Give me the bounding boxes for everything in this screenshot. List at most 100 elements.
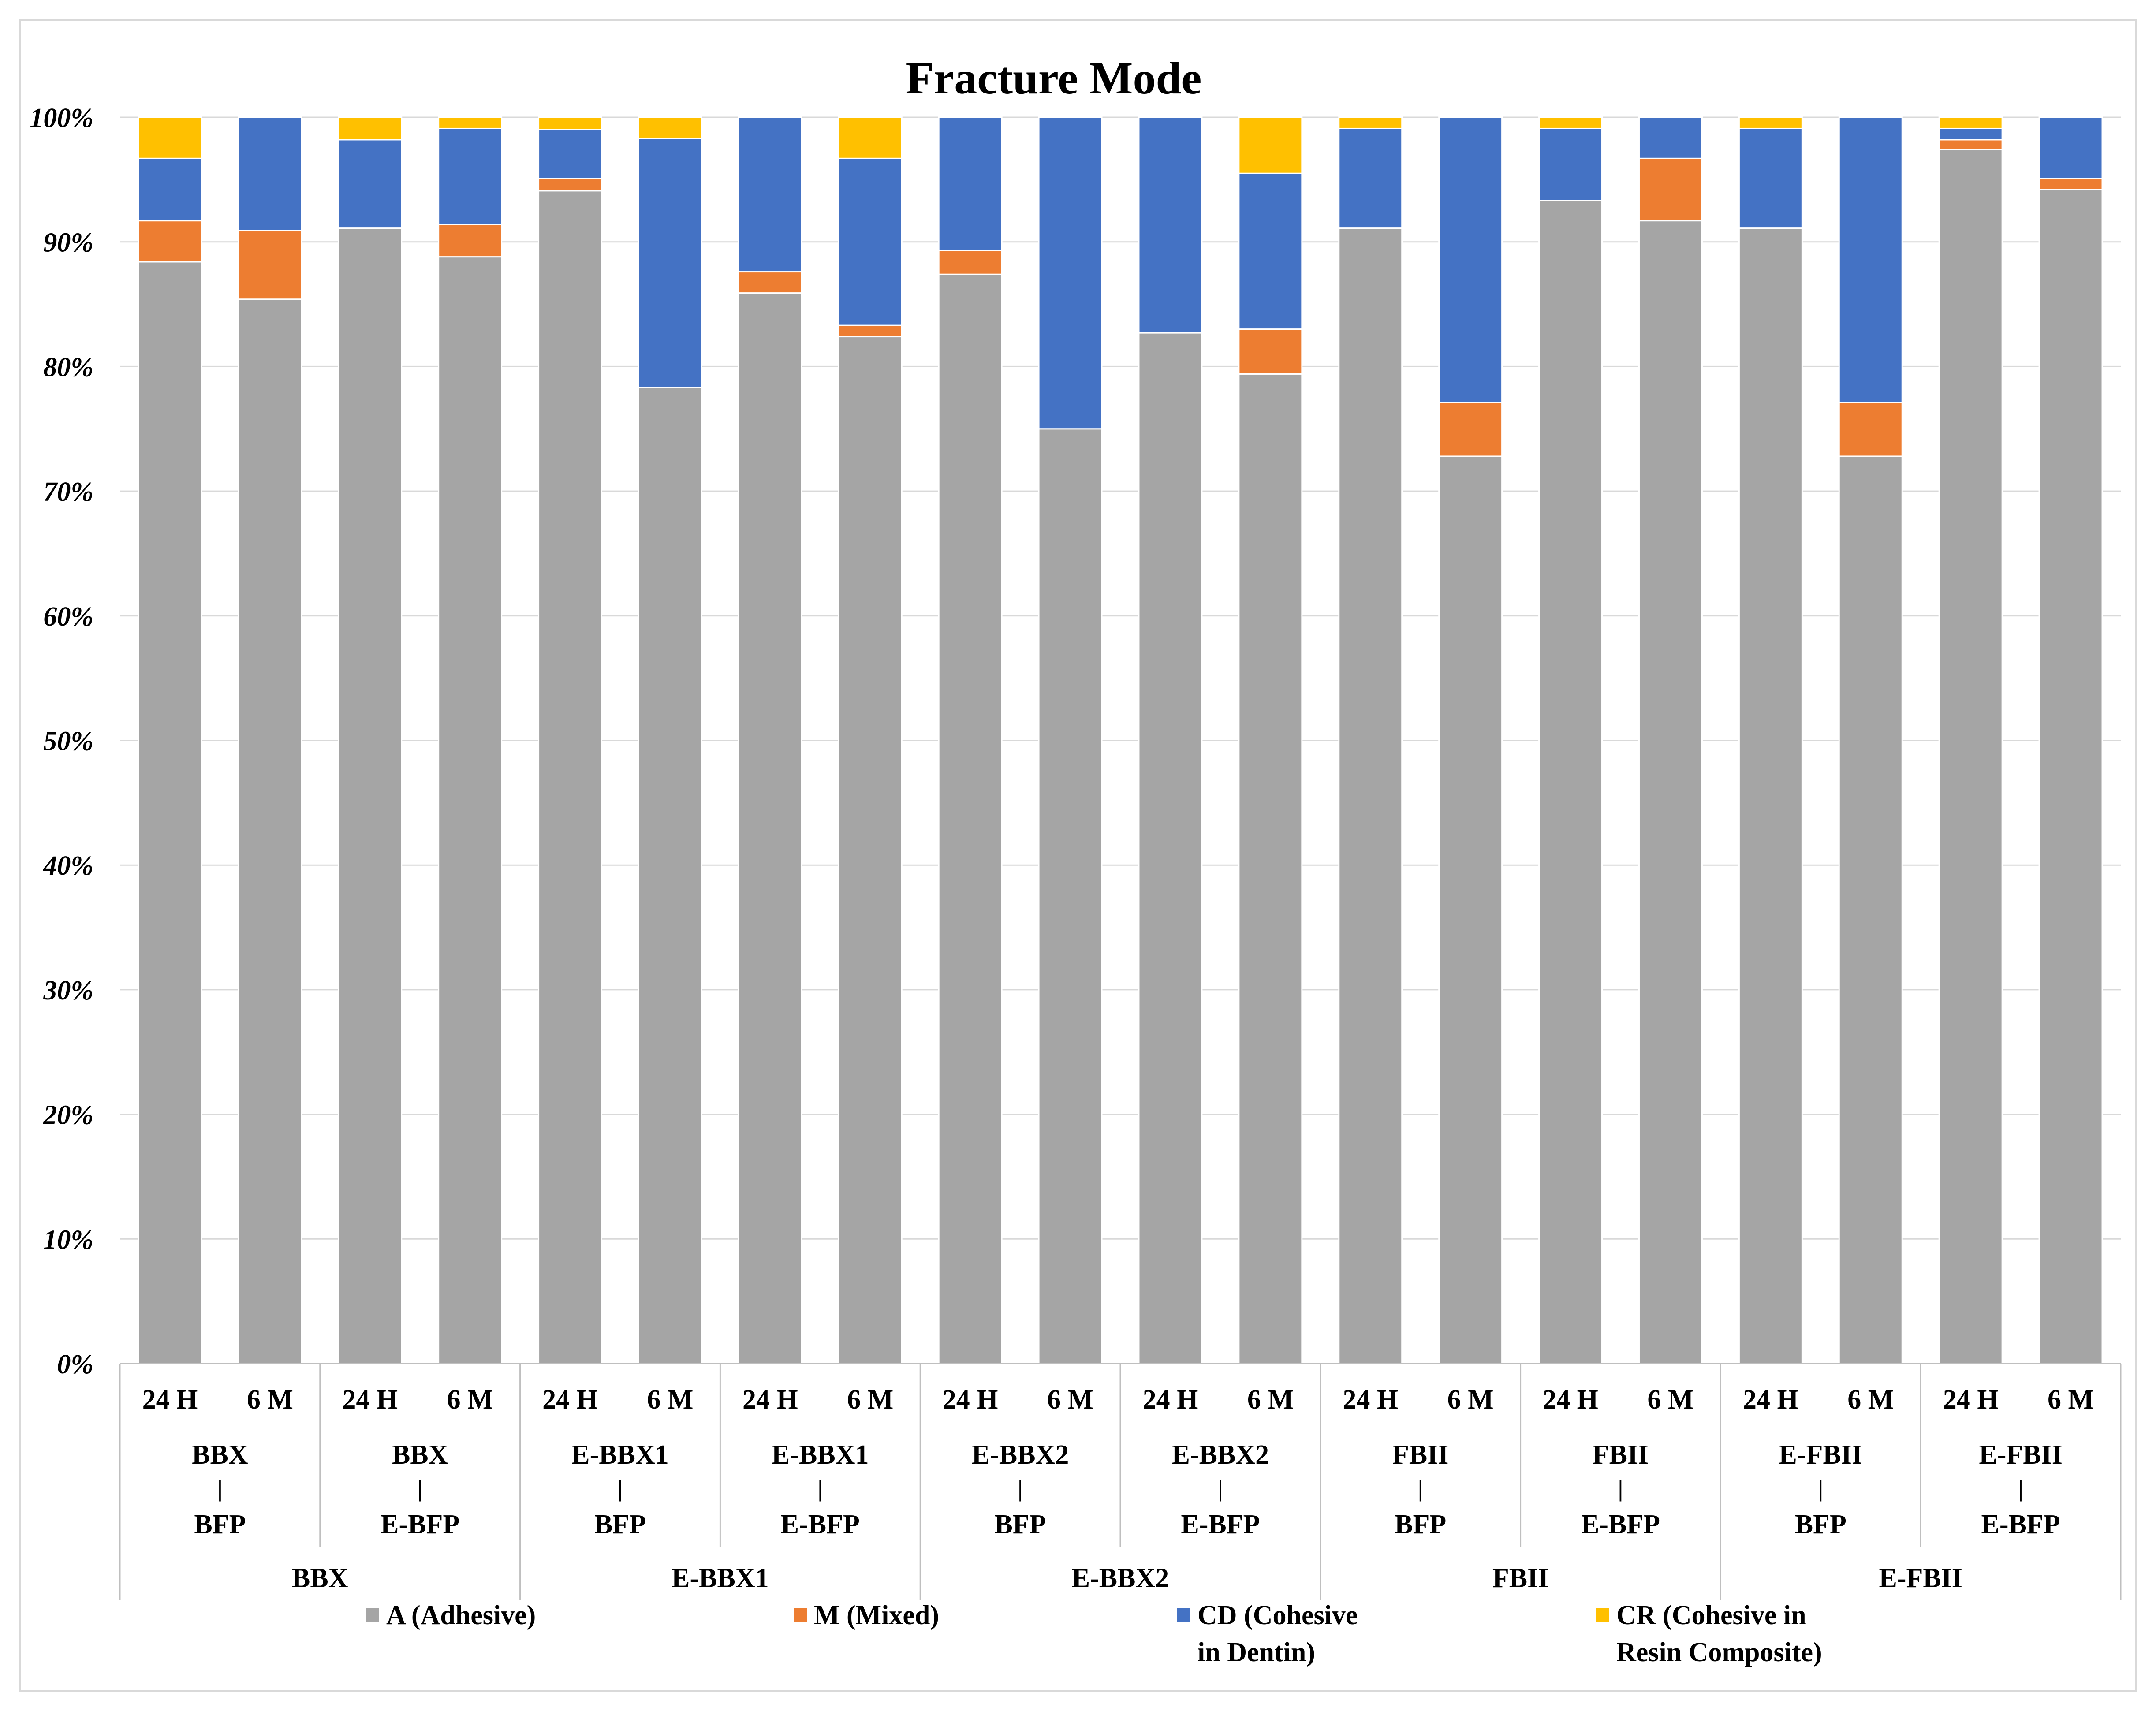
bar-segment-2 <box>2038 116 2103 179</box>
bar-segment-2 <box>1238 172 1303 330</box>
legend-swatch-0 <box>366 1608 379 1622</box>
bar-segment-1 <box>738 271 802 294</box>
subgroup-label-top: FBΙΙ <box>1593 1440 1649 1470</box>
bar-segment-2 <box>838 157 903 326</box>
subgroup-label-top: E-BBX2 <box>972 1440 1069 1470</box>
bar-segment-3 <box>138 116 202 159</box>
bar-segment-3 <box>1538 116 1603 129</box>
time-label: 24 H <box>1543 1385 1598 1415</box>
bar-segment-2 <box>1638 116 1703 159</box>
subgroup-label-bottom: BFP <box>1795 1510 1846 1540</box>
bar-segment-0 <box>738 292 802 1364</box>
subgroup-label-bottom: E-BFP <box>380 1510 459 1540</box>
time-label: 6 M <box>447 1385 493 1415</box>
bar-segment-0 <box>238 298 302 1364</box>
subgroup-label-top: E-FBΙΙ <box>1779 1440 1862 1470</box>
bar-segment-1 <box>1638 157 1703 222</box>
time-label: 6 M <box>1647 1385 1693 1415</box>
bar-segment-2 <box>438 127 503 225</box>
bar-segment-2 <box>1138 116 1203 334</box>
bar-segment-1 <box>2038 178 2103 190</box>
time-label: 6 M <box>1447 1385 1494 1415</box>
bar-segment-0 <box>438 256 503 1364</box>
bar-segment-2 <box>1038 116 1103 430</box>
y-tick-label: 60% <box>43 602 93 632</box>
legend-label: M (Mixed) <box>814 1600 939 1630</box>
subgroup-label-bottom: BFP <box>995 1510 1046 1540</box>
bar-segment-0 <box>1638 220 1703 1364</box>
bar-segment-1 <box>1238 328 1303 375</box>
bar-segment-3 <box>1738 116 1803 129</box>
legend-swatch-2 <box>1177 1608 1190 1622</box>
time-label: 6 M <box>1247 1385 1294 1415</box>
bar-segment-2 <box>1838 116 1903 403</box>
bar-segment-1 <box>138 220 202 263</box>
group-label: E-BBX2 <box>1072 1563 1169 1593</box>
bar-segment-0 <box>1338 227 1403 1364</box>
bar-segment-0 <box>1238 373 1303 1364</box>
subgroup-label-top: E-BBX1 <box>772 1440 869 1470</box>
bar-segment-0 <box>338 227 403 1364</box>
time-label: 24 H <box>1343 1385 1398 1415</box>
bar-segment-1 <box>238 230 302 300</box>
subgroup-label-bottom: E-BFP <box>1581 1510 1660 1540</box>
bar-segment-3 <box>338 116 403 141</box>
group-label: BBX <box>292 1563 348 1593</box>
y-tick-label: 30% <box>43 976 93 1006</box>
legend-label: A (Adhesive) <box>386 1600 536 1630</box>
subgroup-label-bottom: E-BFP <box>1181 1510 1260 1540</box>
bar-segment-2 <box>938 116 1003 251</box>
time-label: 24 H <box>342 1385 398 1415</box>
bar-segment-0 <box>638 387 702 1364</box>
bar-segment-2 <box>138 157 202 222</box>
group-label: E-BBX1 <box>671 1563 768 1593</box>
bar-segment-0 <box>1738 227 1803 1364</box>
bar-segment-0 <box>1838 455 1903 1364</box>
time-label: 6 M <box>847 1385 893 1415</box>
subgroup-separator: | <box>817 1475 823 1502</box>
bar-segment-2 <box>738 116 802 273</box>
subgroup-label-bottom: E-BFP <box>1981 1510 2060 1540</box>
bar-segment-1 <box>1838 402 1903 457</box>
y-tick-label: 20% <box>43 1100 93 1130</box>
subgroup-label-top: BBX <box>192 1440 248 1470</box>
time-label: 24 H <box>142 1385 198 1415</box>
subgroup-separator: | <box>217 1475 223 1502</box>
bar-segment-3 <box>638 116 702 139</box>
y-tick-label: 100% <box>30 103 93 133</box>
bar-segment-2 <box>1438 116 1503 403</box>
bar-segment-1 <box>538 178 603 192</box>
bar-segment-3 <box>438 116 503 129</box>
subgroup-separator: | <box>1618 1475 1623 1502</box>
subgroup-label-bottom: E-BFP <box>781 1510 860 1540</box>
time-label: 24 H <box>542 1385 598 1415</box>
y-tick-label: 50% <box>43 727 93 757</box>
legend-swatch-3 <box>1596 1608 1609 1622</box>
time-label: 24 H <box>1943 1385 1999 1415</box>
bar-segment-2 <box>1938 127 2003 141</box>
subgroup-label-bottom: BFP <box>1395 1510 1446 1540</box>
bar-segment-1 <box>1438 402 1503 457</box>
bar-segment-3 <box>1938 116 2003 129</box>
time-label: 24 H <box>1743 1385 1798 1415</box>
subgroup-separator: | <box>1418 1475 1423 1502</box>
bar-segment-1 <box>438 224 503 258</box>
bar-segment-0 <box>838 336 903 1364</box>
time-label: 6 M <box>1847 1385 1894 1415</box>
bar-segment-3 <box>538 116 603 130</box>
chart-title: Fracture Mode <box>906 53 1202 104</box>
y-tick-label: 80% <box>43 352 93 382</box>
legend-label: CD (Cohesive <box>1197 1600 1358 1630</box>
bar-segment-2 <box>238 116 302 231</box>
time-label: 24 H <box>1143 1385 1198 1415</box>
time-label: 6 M <box>2048 1385 2094 1415</box>
bar-segment-0 <box>1038 428 1103 1364</box>
time-label: 6 M <box>247 1385 293 1415</box>
bar-segment-2 <box>1338 127 1403 229</box>
y-tick-label: 90% <box>43 228 93 258</box>
group-label: FBΙΙ <box>1492 1563 1548 1593</box>
bar-segment-0 <box>1138 332 1203 1364</box>
subgroup-label-bottom: BFP <box>194 1510 246 1540</box>
time-label: 6 M <box>1047 1385 1093 1415</box>
